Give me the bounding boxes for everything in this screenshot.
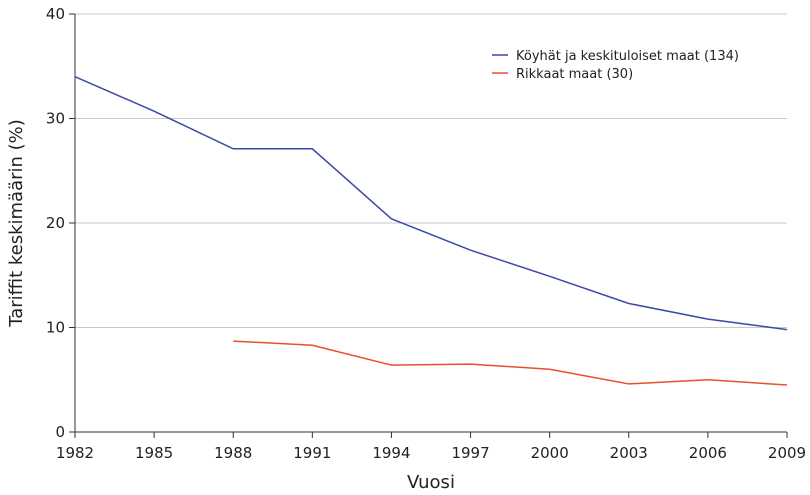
x-tick-label: 1991 (293, 444, 331, 462)
legend-entry: Köyhät ja keskituloiset maat (134) (516, 49, 739, 64)
y-tick-label: 30 (46, 110, 65, 128)
x-tick-label: 2009 (768, 444, 806, 462)
y-tick-label: 20 (46, 214, 65, 232)
x-tick-label: 2006 (689, 444, 727, 462)
x-tick-label: 1982 (56, 444, 94, 462)
series-line-1 (233, 340, 788, 386)
y-axis-label: Tariffit keskimäärin (%) (6, 119, 27, 328)
x-tick-label: 1985 (135, 444, 173, 462)
series-line-0 (74, 76, 788, 331)
y-tick-label: 40 (46, 5, 65, 23)
x-tick-label: 1988 (214, 444, 252, 462)
x-tick-label: 1994 (372, 444, 410, 462)
x-tick-label: 2000 (531, 444, 569, 462)
x-tick-label: 1997 (451, 444, 489, 462)
legend-entry: Rikkaat maat (30) (516, 67, 633, 82)
y-tick-label: 10 (46, 319, 65, 337)
x-tick-label: 2003 (610, 444, 648, 462)
x-axis-label: Vuosi (407, 472, 455, 493)
y-tick-label: 0 (55, 423, 65, 441)
